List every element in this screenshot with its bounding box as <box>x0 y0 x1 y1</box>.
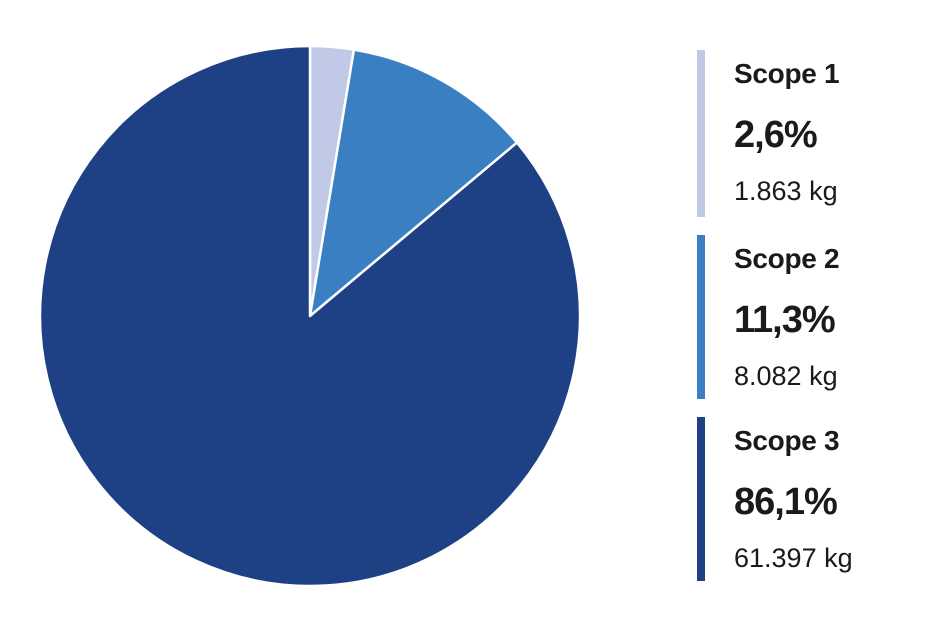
legend-label-scope-3: Scope 3 <box>734 425 840 456</box>
legend-swatch-scope-1 <box>697 50 705 217</box>
legend-label-scope-2: Scope 2 <box>734 243 840 274</box>
legend-percent-scope-1: 2,6% <box>734 114 818 156</box>
legend-item-scope-2: Scope 2 11,3% 8.082 kg <box>697 235 917 399</box>
pie-chart <box>38 44 582 588</box>
legend-percent-scope-3: 86,1% <box>734 481 838 523</box>
legend-swatch-scope-3 <box>697 417 705 581</box>
legend-item-scope-3: Scope 3 86,1% 61.397 kg <box>697 417 917 581</box>
legend-amount-scope-3: 61.397 kg <box>734 543 853 573</box>
pie-slice-scope-2 <box>308 48 519 318</box>
pie-slice-scope-3 <box>38 44 582 588</box>
legend-item-scope-1: Scope 1 2,6% 1.863 kg <box>697 50 917 217</box>
legend-label-scope-1: Scope 1 <box>734 58 840 89</box>
legend-percent-scope-2: 11,3% <box>734 299 836 341</box>
legend: Scope 1 2,6% 1.863 kg Scope 2 11,3% 8.08… <box>697 0 917 628</box>
legend-swatch-scope-2 <box>697 235 705 399</box>
legend-amount-scope-2: 8.082 kg <box>734 361 838 391</box>
legend-amount-scope-1: 1.863 kg <box>734 176 838 206</box>
